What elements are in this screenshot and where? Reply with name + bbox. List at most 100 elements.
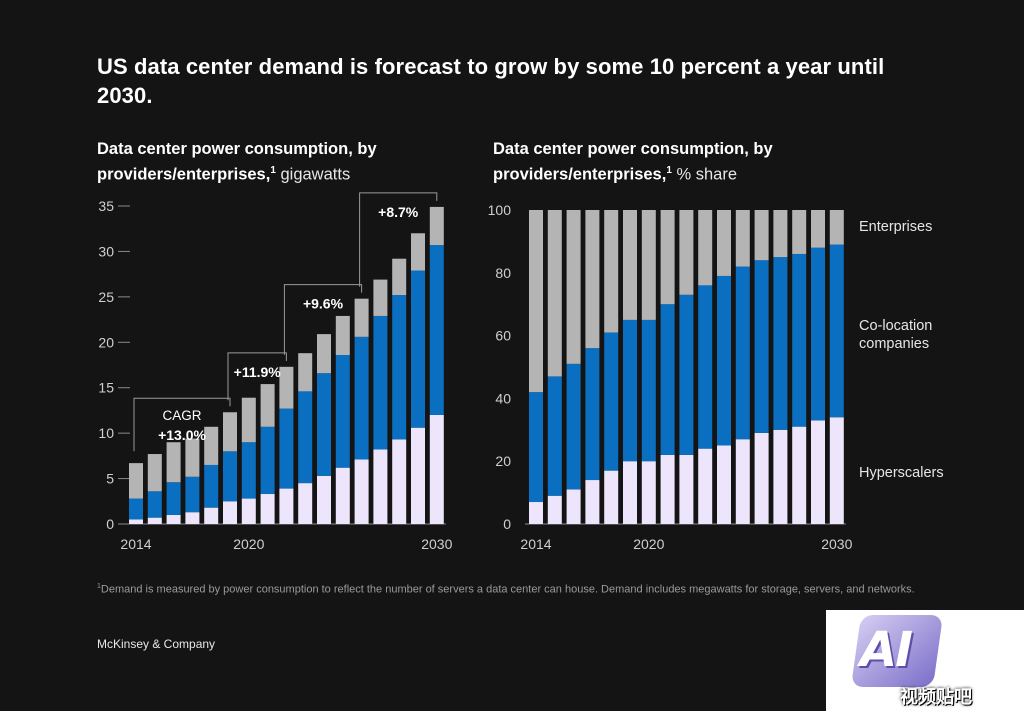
- left-bar-hyperscalers-2021: [260, 494, 275, 524]
- watermark-logo-text: AI: [860, 622, 913, 678]
- left-bar-co-location-companies-2021: [260, 426, 275, 495]
- right-bar-co-location-companies-2020: [641, 319, 656, 462]
- left-bar-enterprises-2016: [166, 442, 181, 483]
- right-bar-enterprises-2014: [529, 210, 543, 393]
- left-chart-title-text: Data center power consumption, by provid…: [97, 140, 377, 184]
- left-bar-co-location-companies-2030: [429, 245, 444, 415]
- left-bar-enterprises-2019: [223, 412, 237, 452]
- cagr-label: CAGR: [162, 408, 201, 423]
- right-bar-enterprises-2020: [641, 210, 656, 320]
- left-y-tick-label: 15: [98, 380, 114, 396]
- right-y-tick-label: 20: [495, 453, 511, 469]
- left-bar-hyperscalers-2019: [223, 501, 237, 524]
- left-bar-hyperscalers-2028: [392, 439, 407, 524]
- left-bar-co-location-companies-2019: [223, 451, 237, 502]
- left-bar-hyperscalers-2020: [241, 498, 256, 524]
- left-bar-hyperscalers-2027: [373, 449, 388, 524]
- right-chart-title-text: Data center power consumption, by provid…: [493, 140, 773, 184]
- right-bar-co-location-companies-2018: [604, 332, 619, 471]
- cagr-bracket: [283, 284, 363, 355]
- left-bar-co-location-companies-2015: [147, 491, 162, 518]
- legend-colocation-companies: Co-location companies: [859, 318, 932, 352]
- legend-enterprises: Enterprises: [859, 219, 932, 235]
- cagr-bracket: [227, 352, 287, 401]
- left-bar-enterprises-2026: [354, 298, 369, 337]
- right-bar-hyperscalers-2028: [792, 426, 807, 524]
- right-bar-co-location-companies-2015: [547, 376, 562, 496]
- right-bar-hyperscalers-2030: [829, 417, 844, 524]
- left-bar-enterprises-2029: [411, 233, 425, 271]
- left-bar-enterprises-2030: [429, 206, 444, 246]
- left-bar-hyperscalers-2017: [185, 512, 200, 524]
- right-bar-co-location-companies-2029: [811, 247, 825, 421]
- cagr-value: +9.6%: [303, 296, 344, 312]
- left-bar-hyperscalers-2022: [279, 488, 294, 524]
- right-bar-hyperscalers-2026: [754, 432, 769, 524]
- left-y-tick-label: 30: [98, 243, 114, 259]
- left-y-tick-label: 35: [98, 198, 114, 214]
- left-x-tick-label: 2014: [120, 536, 151, 552]
- left-bar-enterprises-2021: [260, 384, 275, 427]
- right-bar-enterprises-2015: [547, 210, 562, 377]
- left-bar-hyperscalers-2025: [335, 467, 350, 524]
- left-bar-enterprises-2020: [241, 397, 256, 443]
- left-bar-co-location-companies-2027: [373, 315, 388, 450]
- left-bar-enterprises-2022: [279, 366, 294, 409]
- right-bar-enterprises-2017: [585, 210, 600, 349]
- right-chart-unit: % share: [676, 165, 738, 184]
- legend-hyperscalers: Hyperscalers: [859, 465, 944, 481]
- right-chart-footnote-mark: 1: [666, 165, 672, 176]
- right-bar-co-location-companies-2022: [679, 294, 694, 455]
- right-bar-hyperscalers-2017: [585, 480, 600, 524]
- right-bar-enterprises-2026: [754, 210, 769, 261]
- left-y-tick-label: 25: [98, 289, 114, 305]
- right-bar-co-location-companies-2027: [773, 257, 788, 430]
- left-bar-co-location-companies-2016: [166, 482, 181, 515]
- right-bar-hyperscalers-2023: [698, 448, 713, 524]
- right-bar-enterprises-2018: [604, 210, 619, 333]
- right-bar-co-location-companies-2028: [792, 253, 807, 427]
- left-bar-hyperscalers-2015: [147, 517, 162, 524]
- left-x-tick-label: 2020: [233, 536, 264, 552]
- left-bar-enterprises-2014: [129, 463, 143, 499]
- left-chart-title: Data center power consumption, by provid…: [97, 138, 457, 186]
- left-bar-enterprises-2015: [147, 454, 162, 492]
- left-bar-hyperscalers-2030: [429, 414, 444, 524]
- left-y-tick-label: 20: [98, 334, 114, 350]
- right-bar-co-location-companies-2021: [660, 304, 675, 455]
- left-y-tick-label: 10: [98, 425, 114, 441]
- brand-credit: McKinsey & Company: [97, 637, 216, 651]
- right-bar-hyperscalers-2018: [604, 470, 619, 524]
- left-bar-co-location-companies-2026: [354, 336, 369, 460]
- left-bar-co-location-companies-2023: [298, 391, 313, 484]
- cagr-value: +11.9%: [234, 364, 282, 380]
- right-bar-enterprises-2027: [773, 210, 788, 258]
- right-x-tick-label: 2030: [821, 536, 852, 552]
- left-bar-co-location-companies-2029: [411, 270, 425, 428]
- right-bar-enterprises-2023: [698, 210, 713, 286]
- right-bar-co-location-companies-2014: [529, 392, 543, 503]
- left-bar-hyperscalers-2016: [166, 514, 181, 524]
- right-bar-co-location-companies-2017: [585, 348, 600, 481]
- right-bar-co-location-companies-2026: [754, 260, 769, 433]
- cagr-bracket: [133, 397, 231, 452]
- right-bar-hyperscalers-2015: [547, 495, 562, 524]
- left-bar-enterprises-2023: [298, 353, 313, 392]
- right-y-tick-label: 40: [495, 390, 511, 406]
- left-bar-co-location-companies-2017: [185, 476, 200, 513]
- right-bar-enterprises-2016: [566, 210, 581, 364]
- right-bar-enterprises-2024: [717, 210, 731, 276]
- right-bar-enterprises-2029: [811, 210, 825, 248]
- left-bar-co-location-companies-2024: [317, 373, 331, 476]
- right-bar-enterprises-2030: [829, 210, 844, 245]
- left-bar-enterprises-2027: [373, 279, 388, 316]
- right-bar-hyperscalers-2014: [529, 502, 543, 524]
- left-y-tick-label: 5: [106, 471, 114, 487]
- right-bar-hyperscalers-2022: [679, 454, 694, 524]
- left-chart-unit: gigawatts: [280, 165, 351, 184]
- left-bar-enterprises-2025: [335, 315, 350, 356]
- right-bar-enterprises-2025: [735, 210, 750, 267]
- right-bar-enterprises-2022: [679, 210, 694, 295]
- left-bar-co-location-companies-2028: [392, 295, 407, 440]
